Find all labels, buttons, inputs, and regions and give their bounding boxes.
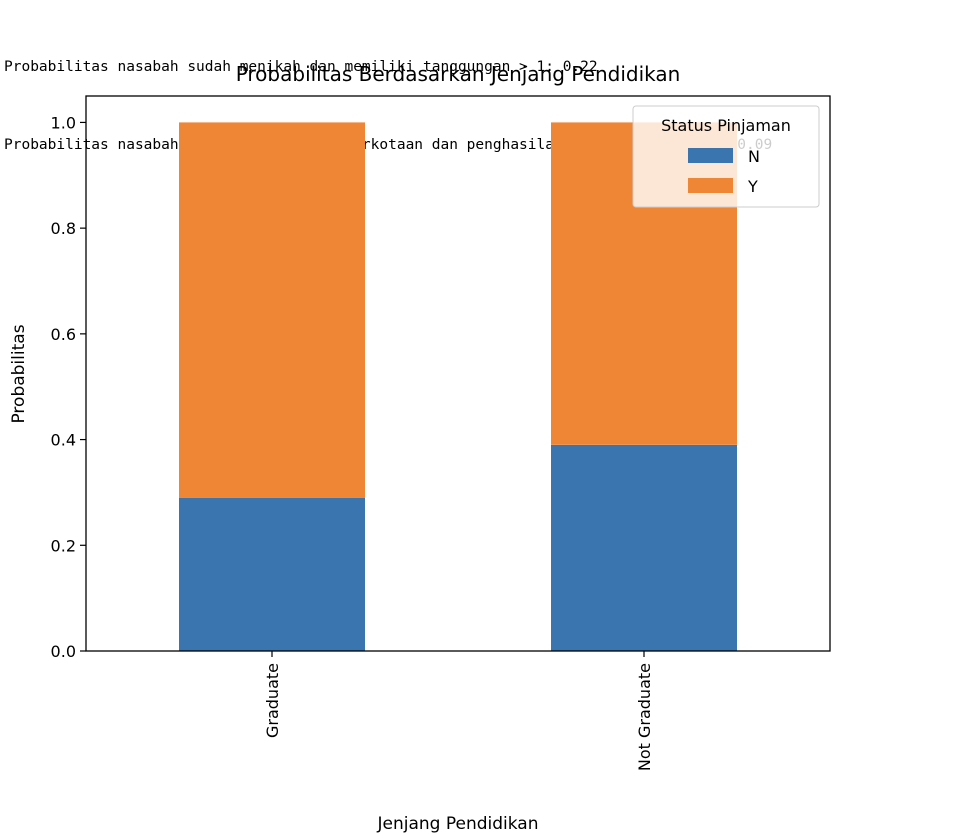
legend: Status Pinjaman NY	[632, 105, 820, 208]
y-tick-label: 0.8	[51, 219, 76, 238]
x-tick-label: Not Graduate	[635, 663, 654, 771]
y-axis: 0.0 0.2 0.4 0.6 0.8 1.0	[51, 113, 86, 661]
x-axis: Graduate Not Graduate	[263, 651, 654, 771]
bar-segment-n-1	[551, 444, 737, 651]
bars-layer	[179, 122, 737, 651]
y-tick-label: 0.4	[51, 431, 76, 450]
legend-swatch-n	[688, 148, 733, 163]
bar-segment-n-0	[179, 497, 365, 651]
y-tick-label: 0.6	[51, 325, 76, 344]
x-tick-label: Graduate	[263, 663, 282, 738]
bar-segment-y-0	[179, 122, 365, 498]
legend-label-y: Y	[747, 177, 758, 196]
legend-label-n: N	[748, 147, 760, 166]
y-tick-label: 0.0	[51, 642, 76, 661]
legend-swatch-y	[688, 178, 733, 193]
y-tick-label: 1.0	[51, 113, 76, 132]
chart-title: Probabilitas Berdasarkan Jenjang Pendidi…	[236, 62, 681, 86]
console-line: Probabilitas nasabah sudah menikah dan m…	[4, 59, 598, 75]
y-tick-label: 0.2	[51, 536, 76, 555]
x-axis-label: Jenjang Pendidikan	[376, 814, 538, 834]
y-axis-label: Probabilitas	[9, 324, 29, 423]
plot-frame	[85, 95, 831, 652]
legend-title: Status Pinjaman	[661, 116, 791, 135]
